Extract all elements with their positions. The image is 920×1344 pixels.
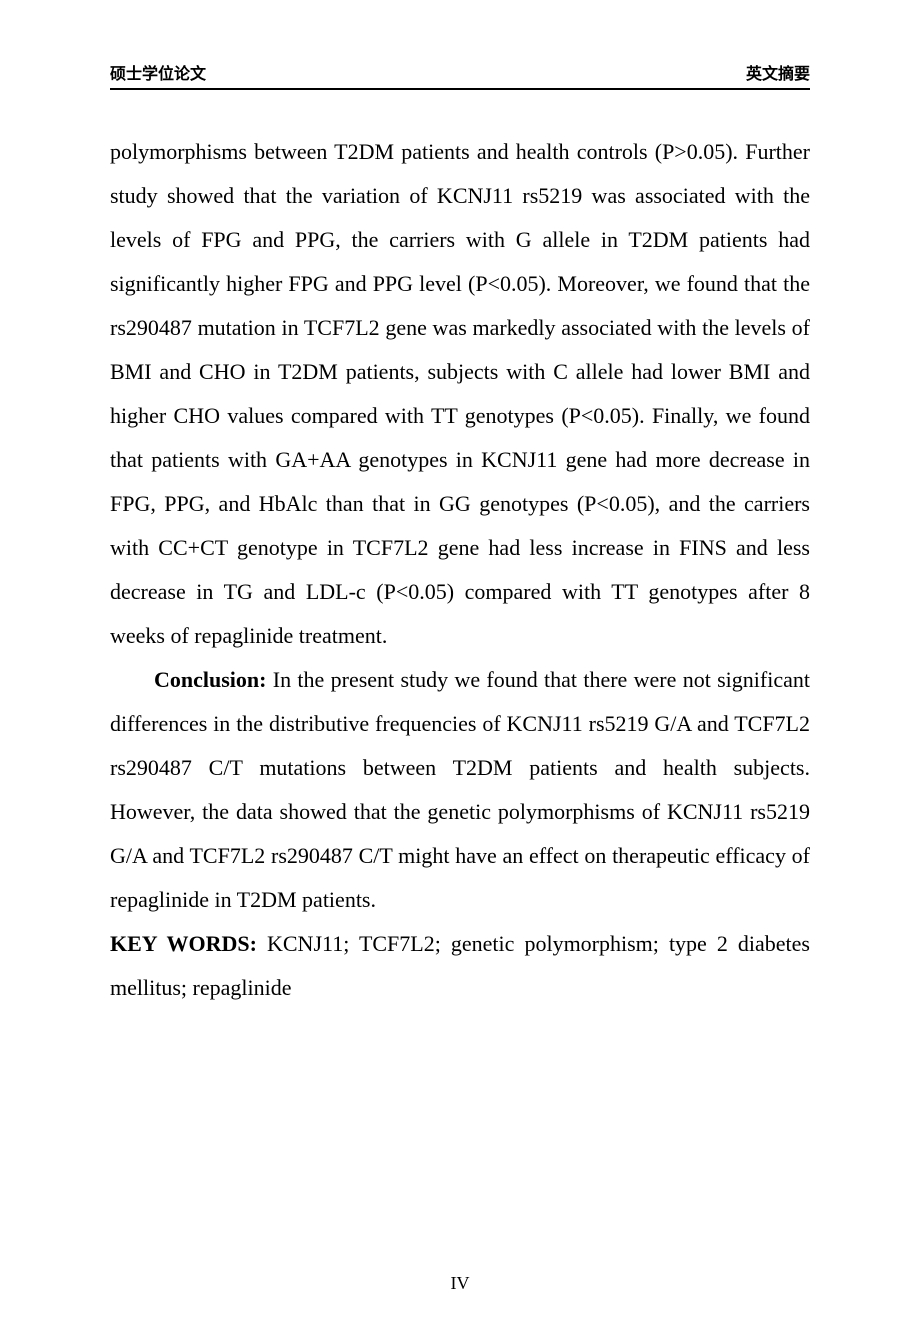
page-number: IV (0, 1273, 920, 1294)
document-body: polymorphisms between T2DM patients and … (110, 130, 810, 1010)
paragraph-conclusion: Conclusion: In the present study we foun… (110, 658, 810, 922)
page-header: 硕士学位论文 英文摘要 (110, 60, 810, 90)
paragraph-keywords: KEY WORDS: KCNJ11; TCF7L2; genetic polym… (110, 922, 810, 1010)
header-left-text: 硕士学位论文 (110, 60, 206, 84)
header-right-text: 英文摘要 (746, 60, 810, 84)
conclusion-label: Conclusion: (154, 667, 266, 692)
keywords-label: KEY WORDS: (110, 931, 257, 956)
results-text: polymorphisms between T2DM patients and … (110, 139, 810, 648)
paragraph-results: polymorphisms between T2DM patients and … (110, 130, 810, 658)
conclusion-text: In the present study we found that there… (110, 667, 810, 912)
